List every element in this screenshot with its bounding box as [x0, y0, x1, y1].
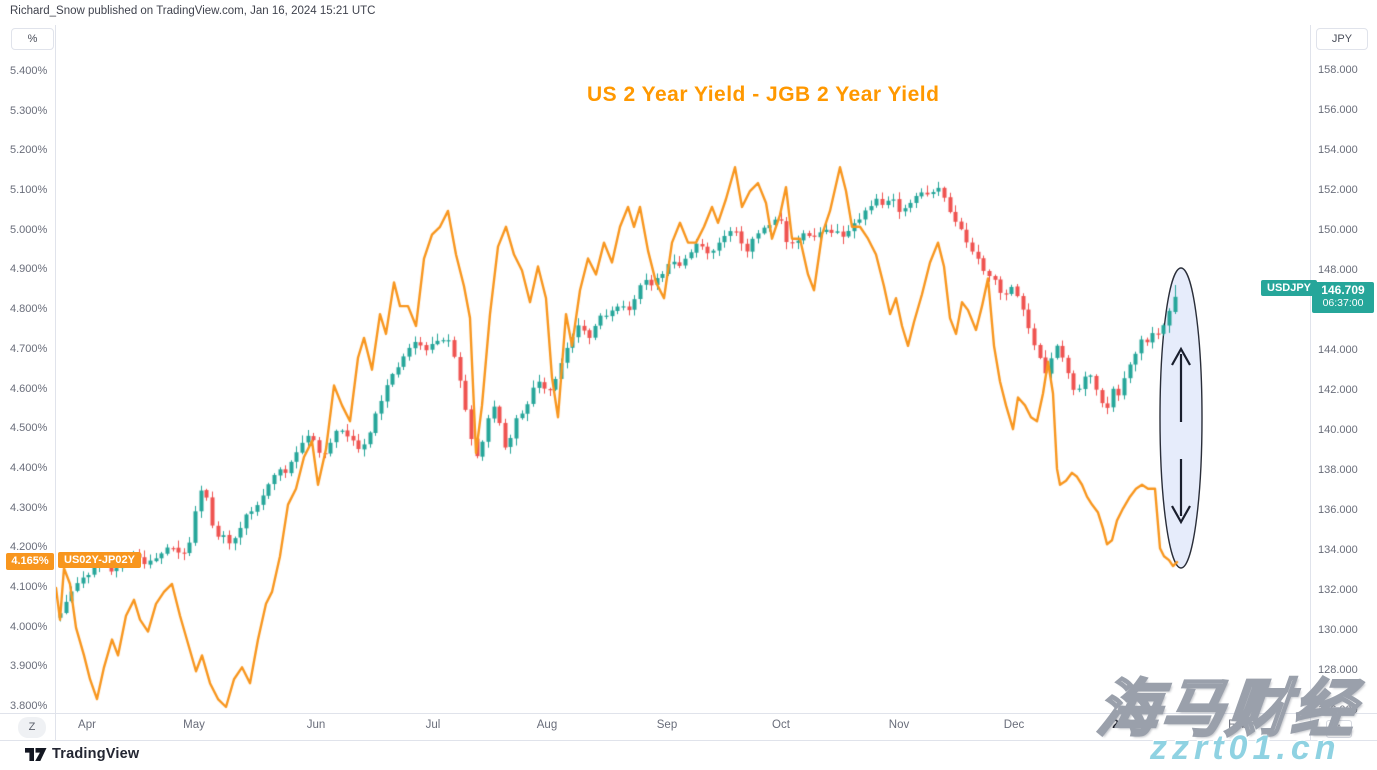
right-price-tick: 138.000	[1318, 464, 1358, 476]
left-price-tick: 3.800%	[10, 700, 48, 712]
auto-scale-button[interactable]: A	[1326, 720, 1352, 738]
timezone-button[interactable]: Z	[18, 717, 46, 738]
time-tick-nov: Nov	[888, 719, 910, 731]
chart-title[interactable]: US 2 Year Yield - JGB 2 Year Yield	[587, 83, 940, 106]
right-price-tick: 130.000	[1318, 624, 1358, 636]
time-tick-jul: Jul	[425, 719, 441, 731]
tradingview-brand[interactable]: TradingView	[52, 746, 140, 762]
right-price-tick: 140.000	[1318, 424, 1358, 436]
byline-text: Richard_Snow published on TradingView.co…	[10, 5, 376, 17]
time-tick-apr: Apr	[78, 719, 96, 731]
time-tick-oct: Oct	[772, 719, 790, 731]
left-price-tick: 4.600%	[10, 382, 48, 395]
right-price-tick: 156.000	[1318, 104, 1358, 116]
right-price-tick: 154.000	[1318, 144, 1358, 156]
left-price-tick: 5.000%	[10, 223, 48, 236]
right-price-tick: 144.000	[1318, 344, 1358, 356]
time-tick-aug: Aug	[536, 719, 558, 731]
usdjpy-axis-value: 146.709	[1321, 282, 1365, 297]
right-price-axis[interactable]: 158.000 156.000 154.000 152.000 150.000 148.0…	[1311, 0, 1377, 716]
left-price-tick: 4.100%	[10, 580, 48, 593]
left-price-tick: 4.300%	[10, 501, 48, 514]
right-price-tick: 132.000	[1318, 584, 1358, 596]
right-price-tick: 148.000	[1318, 264, 1358, 276]
spread-series-label: US02Y-JP02Y	[58, 552, 141, 569]
usdjpy-series-label: USDJPY	[1261, 279, 1318, 296]
right-price-tick: 150.000	[1318, 224, 1358, 236]
tradingview-logo-icon[interactable]	[25, 747, 47, 763]
left-price-tick: 5.200%	[10, 144, 48, 157]
usdjpy-axis-badge: 146.709 06:37:00	[1312, 281, 1374, 313]
right-price-tick: 128.000	[1318, 664, 1358, 676]
right-price-tick: 126.000	[1318, 704, 1358, 716]
time-tick-feb: Feb	[1228, 719, 1248, 731]
left-price-tick: 4.700%	[10, 342, 48, 355]
left-price-tick: 4.900%	[10, 263, 48, 276]
spread-axis-badge: 4.165%	[6, 553, 54, 571]
right-price-tick: 158.000	[1318, 64, 1358, 76]
jpy-scale-button[interactable]: JPY	[1316, 28, 1368, 50]
right-axis-border	[1310, 25, 1311, 740]
left-price-tick: 4.800%	[10, 303, 48, 316]
left-price-tick: 4.500%	[10, 422, 48, 435]
time-tick-may: May	[183, 719, 205, 731]
left-price-tick: 4.000%	[10, 620, 48, 633]
right-price-tick: 152.000	[1318, 184, 1358, 196]
left-price-tick: 4.200%	[10, 541, 48, 554]
usdjpy-axis-countdown: 06:37:00	[1322, 296, 1364, 309]
time-tick-jun: Jun	[306, 719, 326, 731]
right-price-tick: 136.000	[1318, 504, 1358, 516]
time-tick-sep: Sep	[656, 719, 678, 731]
watermark-url: zzrt01.cn	[1150, 729, 1341, 767]
left-price-tick: 4.400%	[10, 461, 48, 474]
time-axis[interactable]: Apr May Jun Jul Aug Sep Oct Nov Dec 2024 Feb	[0, 713, 1377, 740]
time-axis-border	[0, 713, 1377, 714]
left-price-tick: 3.900%	[10, 660, 48, 673]
right-price-tick: 142.000	[1318, 384, 1358, 396]
left-axis-border	[55, 25, 56, 740]
time-tick-dec: Dec	[1003, 719, 1025, 731]
left-price-tick: 5.400%	[10, 65, 48, 77]
right-price-tick: 134.000	[1318, 544, 1358, 556]
footer-divider	[0, 740, 1377, 741]
percent-scale-button[interactable]: %	[11, 28, 54, 50]
left-price-tick: 5.100%	[10, 184, 48, 197]
time-tick-2024: 2024	[1112, 719, 1138, 731]
left-price-axis[interactable]: 5.400% 5.300% 5.200% 5.100% 5.000% 4.900% 4.80…	[0, 0, 55, 713]
left-price-tick: 5.300%	[10, 104, 48, 117]
chart-canvas[interactable]	[56, 25, 1310, 713]
